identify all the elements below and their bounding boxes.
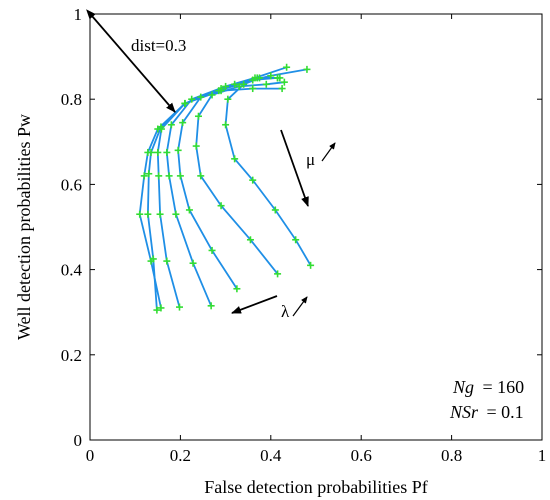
y-axis-label: Well detection probabilities Pw [14, 114, 34, 340]
series-line-1 [146, 77, 278, 311]
series-line-3 [156, 87, 283, 308]
x-tick-label: 0.2 [170, 446, 191, 465]
mu-arrow [280, 129, 309, 207]
data-point-marker [157, 125, 165, 133]
tick-group: 0 0.2 0.4 0.6 0.8 1 0 0.2 0.4 0.6 0.8 1 [61, 5, 547, 465]
x-tick-label: 0.4 [260, 446, 282, 465]
y-tick-label: 0.8 [61, 90, 82, 109]
lambda-arrow [231, 295, 278, 314]
ng-param: Ng = 160 [452, 377, 524, 397]
distance-arrow [86, 9, 176, 113]
x-axis-label: False detection probabilities Pf [204, 477, 427, 497]
data-point-marker [163, 257, 171, 265]
data-point-marker [167, 121, 175, 129]
data-point-marker [274, 270, 282, 278]
series-line-2 [138, 77, 280, 309]
data-point-marker [181, 99, 189, 107]
data-point-marker [197, 93, 205, 101]
ng-value: = 160 [483, 377, 525, 397]
mu-small-arrow [321, 142, 336, 162]
data-point-marker [155, 172, 163, 180]
data-point-marker [224, 95, 232, 103]
data-point-marker [147, 257, 155, 265]
nsr-value: = 0.1 [487, 402, 524, 422]
y-tick-label: 0.2 [61, 346, 82, 365]
data-point-marker [292, 236, 300, 244]
lambda-small-arrow [292, 296, 308, 317]
data-point-marker [144, 148, 152, 156]
data-point-marker [208, 246, 216, 254]
data-point-marker [249, 176, 257, 184]
data-point-marker [249, 85, 257, 93]
data-point-marker [274, 74, 282, 82]
data-point-marker [157, 304, 165, 312]
mu-label: μ [306, 150, 315, 169]
data-point-marker [283, 63, 291, 71]
data-point-marker [176, 172, 184, 180]
data-point-marker [163, 148, 171, 156]
plot-frame [89, 13, 543, 441]
data-point-marker [140, 172, 148, 180]
data-point-marker [222, 82, 230, 90]
data-point-marker [303, 65, 311, 73]
x-tick-label: 0.8 [441, 446, 462, 465]
data-point-marker [235, 82, 243, 90]
data-point-marker [165, 172, 173, 180]
data-point-marker [278, 85, 286, 93]
data-point-marker [271, 206, 279, 214]
data-point-marker [172, 210, 180, 218]
series-line-7 [224, 77, 312, 266]
data-point-marker [175, 303, 183, 311]
data-point-marker [217, 202, 225, 210]
series-line-5 [177, 68, 308, 290]
data-point-marker [256, 74, 263, 82]
data-point-marker [233, 285, 241, 293]
nsr-label: NSr [449, 402, 479, 422]
data-point-marker [192, 142, 200, 150]
data-point-marker [153, 306, 161, 314]
data-point-marker [197, 172, 205, 180]
data-point-marker [194, 112, 202, 120]
data-point-marker [231, 80, 239, 88]
data-point-marker [144, 210, 152, 218]
y-tick-label: 0.4 [61, 261, 83, 280]
data-point-marker [156, 210, 164, 218]
data-point-marker [188, 95, 196, 103]
data-point-marker [145, 170, 153, 178]
data-point-marker [207, 302, 215, 310]
series-group [136, 63, 315, 314]
distance-label: dist=0.3 [131, 36, 186, 55]
data-point-marker [280, 78, 288, 86]
data-point-marker [307, 261, 315, 269]
y-tick-label: 0 [74, 431, 83, 450]
data-point-marker [240, 80, 248, 88]
data-point-marker [267, 72, 275, 80]
data-point-marker [179, 119, 187, 127]
ng-label: Ng [452, 377, 474, 397]
y-tick-label: 0.6 [61, 175, 82, 194]
x-tick-label: 0.6 [351, 446, 372, 465]
data-point-marker [208, 91, 216, 99]
data-point-marker [136, 210, 144, 218]
data-point-marker [189, 259, 197, 267]
data-point-marker [262, 80, 270, 88]
y-tick-label: 1 [74, 5, 83, 24]
data-point-marker [174, 146, 182, 154]
data-point-marker [246, 236, 254, 244]
data-point-marker [185, 206, 193, 214]
data-point-marker [154, 148, 162, 156]
x-tick-label: 1 [538, 446, 547, 465]
nsr-param: NSr = 0.1 [449, 402, 524, 422]
data-point-marker [217, 87, 225, 95]
lambda-label: λ [281, 302, 290, 321]
x-tick-label: 0 [86, 446, 95, 465]
data-point-marker [231, 155, 239, 163]
data-point-marker [222, 121, 230, 129]
